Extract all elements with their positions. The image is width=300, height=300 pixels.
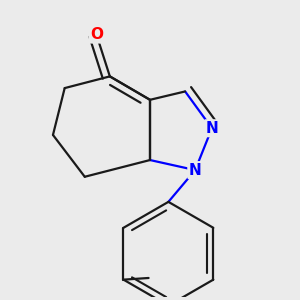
Text: O: O (90, 27, 103, 42)
Text: N: N (206, 121, 218, 136)
Text: N: N (189, 163, 202, 178)
